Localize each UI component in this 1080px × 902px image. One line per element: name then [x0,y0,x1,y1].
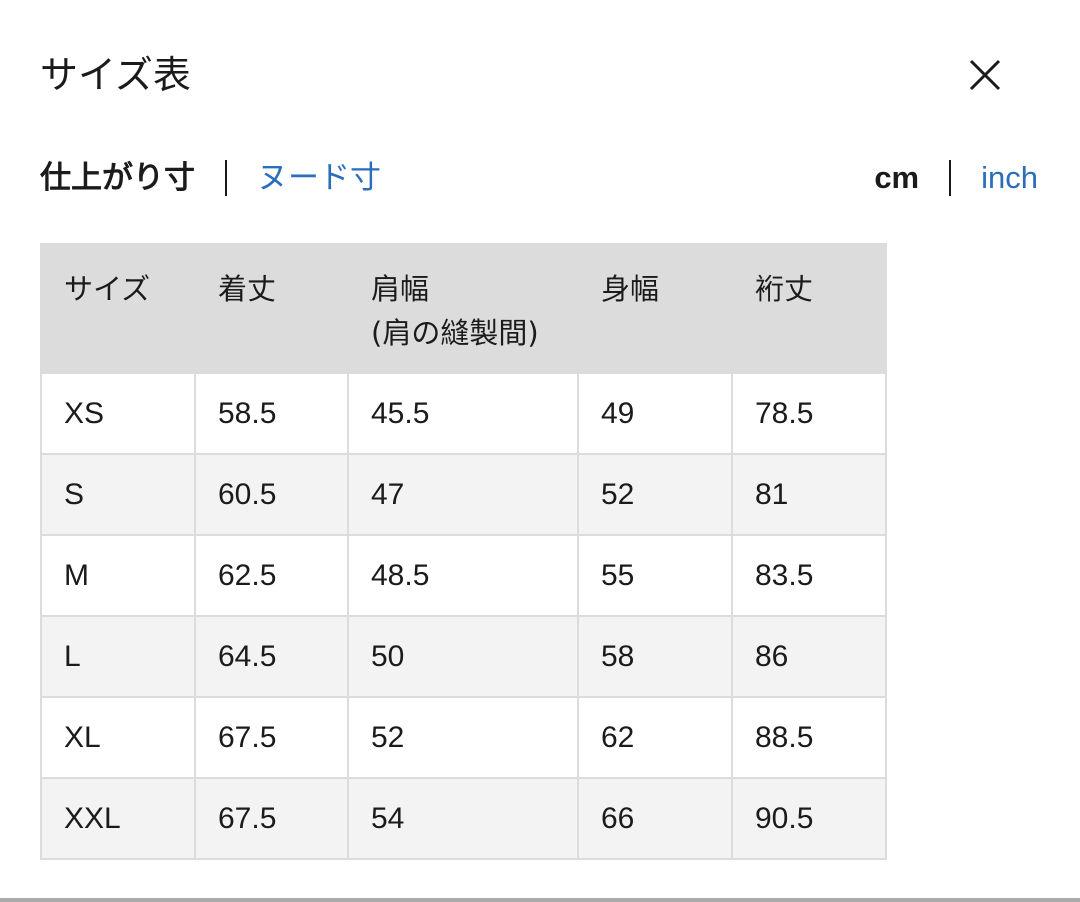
table-cell: 50 [347,615,579,698]
measurement-type-toggle: 仕上がり寸 ヌード寸 [40,156,381,200]
table-cell: 60.5 [194,453,349,536]
tab-body-size[interactable]: ヌード寸 [257,160,381,196]
unit-cm[interactable]: cm [874,160,920,195]
table-cell: S [40,453,196,536]
table-row: M 62.5 48.5 55 83.5 [40,534,887,617]
table-cell: 52 [347,696,579,779]
table-cell: M [40,534,196,617]
table-cell: 48.5 [347,534,579,617]
dialog-title: サイズ表 [40,53,191,97]
tab-finished-size[interactable]: 仕上がり寸 [40,160,195,196]
header-cell: 裄丈 [731,243,887,374]
table-cell: 90.5 [731,777,887,860]
divider [225,160,227,196]
table-cell: 78.5 [731,372,887,455]
table-row: L 64.5 50 58 86 [40,615,887,698]
header-sublabel: (肩の縫製間) [371,316,539,350]
header-cell: 身幅 [577,243,733,374]
table-row: XL 67.5 52 62 88.5 [40,696,887,779]
table-cell: XS [40,372,196,455]
table-cell: XXL [40,777,196,860]
table-header-row: サイズ 着丈 肩幅 (肩の縫製間) 身幅 裄丈 [40,243,887,374]
header-label: 肩幅 [371,272,430,306]
header-cell: 着丈 [194,243,349,374]
table-cell: 86 [731,615,887,698]
header-cell: 肩幅 (肩の縫製間) [347,243,579,374]
table-row: S 60.5 47 52 81 [40,453,887,536]
table-cell: 67.5 [194,696,349,779]
table-cell: 88.5 [731,696,887,779]
table-cell: 81 [731,453,887,536]
close-button[interactable] [962,52,1008,98]
table-cell: L [40,615,196,698]
table-cell: 66 [577,777,733,860]
table-cell: 67.5 [194,777,349,860]
table-cell: 49 [577,372,733,455]
unit-inch[interactable]: inch [981,160,1038,195]
table-cell: 58 [577,615,733,698]
table-cell: 83.5 [731,534,887,617]
table-cell: 62.5 [194,534,349,617]
table-cell: 47 [347,453,579,536]
table-cell: 52 [577,453,733,536]
size-table: サイズ 着丈 肩幅 (肩の縫製間) 身幅 裄丈 XS 58.5 45.5 49 78.5 S… [40,243,887,860]
close-icon [969,59,1001,91]
header-cell: サイズ [40,243,196,374]
divider [949,160,952,196]
table-cell: 55 [577,534,733,617]
table-cell: XL [40,696,196,779]
unit-toggle: cm inch [874,156,1038,200]
table-row: XXL 67.5 54 66 90.5 [40,777,887,860]
table-cell: 58.5 [194,372,349,455]
bottom-divider [0,898,1080,902]
table-cell: 54 [347,777,579,860]
table-row: XS 58.5 45.5 49 78.5 [40,372,887,455]
table-cell: 62 [577,696,733,779]
table-cell: 45.5 [347,372,579,455]
table-cell: 64.5 [194,615,349,698]
